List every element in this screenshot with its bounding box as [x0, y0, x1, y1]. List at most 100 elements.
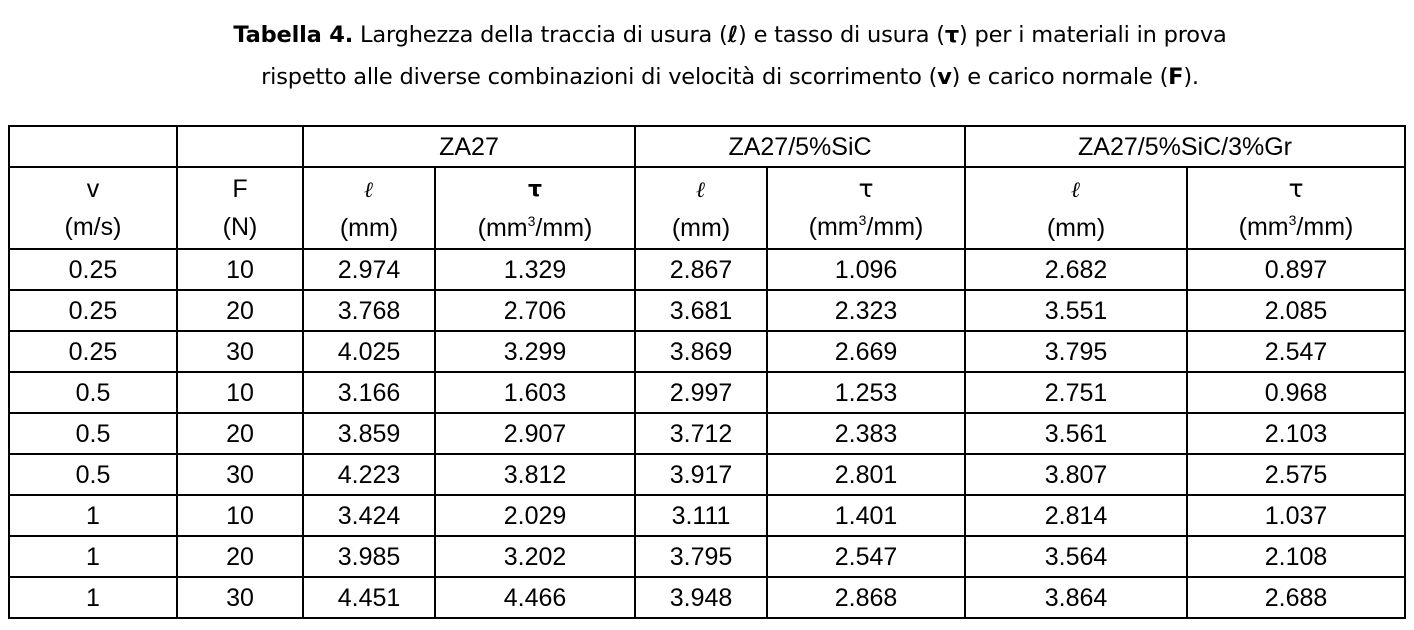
column-header: ℓ (mm)	[964, 166, 1188, 250]
table-cell: 2.751	[964, 371, 1188, 414]
unit-part: (mm	[1238, 213, 1289, 241]
column-symbol: τ	[527, 177, 543, 202]
table-cell: 0.968	[1186, 371, 1406, 414]
table-cell: 3.111	[634, 494, 768, 537]
table-cell: 2.575	[1186, 453, 1406, 496]
table-cell: 2.974	[302, 248, 436, 291]
table-cell: 3.807	[964, 453, 1188, 496]
table-cell: 4.025	[302, 330, 436, 373]
group-header: ZA27/5%SiC/3%Gr	[964, 125, 1406, 168]
table-cell: 3.869	[634, 330, 768, 373]
table-body: 0.25 10 2.974 1.329 2.867 1.096 2.682 0.897 0.25…	[8, 248, 1406, 619]
table-cell: 2.682	[964, 248, 1188, 291]
table-cell: 0.25	[8, 330, 178, 373]
table-cell: 0.5	[8, 453, 178, 496]
table-cell: 10	[176, 371, 304, 414]
symbol-tau: τ	[944, 22, 960, 48]
symbol-l: ℓ	[727, 22, 739, 48]
column-header: τ (mm3/mm)	[766, 166, 966, 250]
caption-text: ) per i materiali in prova	[959, 22, 1227, 48]
table-cell: 2.108	[1186, 535, 1406, 578]
table-cell: 20	[176, 535, 304, 578]
table-cell: 2.867	[634, 248, 768, 291]
column-symbol: v	[86, 175, 100, 203]
table-cell: 2.997	[634, 371, 768, 414]
table-cell: 0.5	[8, 412, 178, 455]
table-cell: 3.948	[634, 576, 768, 619]
caption-text: Larghezza della traccia di usura (	[353, 22, 728, 48]
unit-part: /mm)	[866, 213, 924, 241]
column-unit: (mm3/mm)	[1239, 213, 1354, 241]
empty-cell	[176, 125, 304, 168]
column-unit: (mm)	[339, 213, 399, 242]
table-cell: 2.103	[1186, 412, 1406, 455]
table-cell: 0.25	[8, 289, 178, 332]
table-cell: 1.096	[766, 248, 966, 291]
column-header-row: v (m/s) F (N) ℓ (mm) τ (mm3/mm) ℓ (mm) τ (mm3/mm) ℓ(…	[8, 166, 1406, 250]
table-cell: 2.706	[434, 289, 636, 332]
column-header: ℓ (mm)	[634, 166, 768, 250]
column-header: ℓ (mm)	[302, 166, 436, 250]
column-symbol: F	[232, 175, 248, 203]
table-cell: 3.561	[964, 412, 1188, 455]
table-cell: 3.681	[634, 289, 768, 332]
column-header: τ (mm3/mm)	[1186, 166, 1406, 250]
column-unit: (mm3/mm)	[809, 213, 924, 241]
column-symbol: τ	[858, 174, 874, 203]
caption-text: ) e tasso di usura (	[738, 22, 945, 48]
table-cell: 3.859	[302, 412, 436, 455]
table-caption: Tabella 4. Larghezza della traccia di us…	[40, 14, 1414, 98]
table-row: 0.5 20 3.859 2.907 3.712 2.383 3.561 2.103	[8, 412, 1406, 455]
table-row: 1 10 3.424 2.029 3.111 1.401 2.814 1.037	[8, 494, 1406, 537]
table-cell: 2.085	[1186, 289, 1406, 332]
group-header-row: ZA27 ZA27/5%SiC ZA27/5%SiC/3%Gr	[8, 125, 1406, 168]
table-cell: 1.603	[434, 371, 636, 414]
table-row: 1 20 3.985 3.202 3.795 2.547 3.564 2.108	[8, 535, 1406, 578]
table-cell: 4.451	[302, 576, 436, 619]
table-cell: 2.868	[766, 576, 966, 619]
column-header: τ (mm3/mm)	[434, 166, 636, 250]
column-symbol: ℓ	[696, 176, 706, 203]
table-cell: 1	[8, 494, 178, 537]
table-cell: 3.424	[302, 494, 436, 537]
unit-part: /mm)	[535, 214, 593, 242]
table-cell: 3.551	[964, 289, 1188, 332]
table-cell: 1.329	[434, 248, 636, 291]
group-header: ZA27/5%SiC	[634, 125, 966, 168]
table-cell: 2.801	[766, 453, 966, 496]
table-cell: 3.917	[634, 453, 768, 496]
wear-data-table: ZA27 ZA27/5%SiC ZA27/5%SiC/3%Gr v (m/s) F (…	[8, 125, 1406, 619]
table-cell: 30	[176, 576, 304, 619]
column-unit: (mm)	[671, 213, 731, 242]
table-cell: 3.812	[434, 453, 636, 496]
column-symbol: τ	[1288, 174, 1304, 203]
table-row: 0.5 10 3.166 1.603 2.997 1.253 2.751 0.968	[8, 371, 1406, 414]
group-header: ZA27	[302, 125, 636, 168]
table-cell: 3.985	[302, 535, 436, 578]
table-cell: 20	[176, 289, 304, 332]
column-header: v (m/s)	[8, 166, 178, 250]
table-cell: 3.795	[634, 535, 768, 578]
table-cell: 3.712	[634, 412, 768, 455]
column-unit: (mm3/mm)	[478, 214, 593, 242]
unit-part: (mm	[477, 214, 528, 242]
table-row: 1 30 4.451 4.466 3.948 2.868 3.864 2.688	[8, 576, 1406, 619]
table-cell: 2.669	[766, 330, 966, 373]
table-row: 0.5 30 4.223 3.812 3.917 2.801 3.807 2.575	[8, 453, 1406, 496]
caption-line-1: Tabella 4. Larghezza della traccia di us…	[40, 14, 1414, 56]
table-cell: 30	[176, 453, 304, 496]
unit-part: (mm	[808, 213, 859, 241]
table-cell: 3.564	[964, 535, 1188, 578]
table-row: 0.25 30 4.025 3.299 3.869 2.669 3.795 2.547	[8, 330, 1406, 373]
table-cell: 2.383	[766, 412, 966, 455]
table-cell: 1.401	[766, 494, 966, 537]
table-cell: 2.323	[766, 289, 966, 332]
table-cell: 3.864	[964, 576, 1188, 619]
caption-line-2: rispetto alle diverse combinazioni di ve…	[40, 56, 1414, 98]
empty-cell	[8, 125, 178, 168]
column-symbol: ℓ	[364, 176, 374, 203]
table-cell: 10	[176, 248, 304, 291]
table-cell: 3.795	[964, 330, 1188, 373]
table-cell: 2.547	[1186, 330, 1406, 373]
column-unit: (mm)	[1046, 213, 1106, 242]
